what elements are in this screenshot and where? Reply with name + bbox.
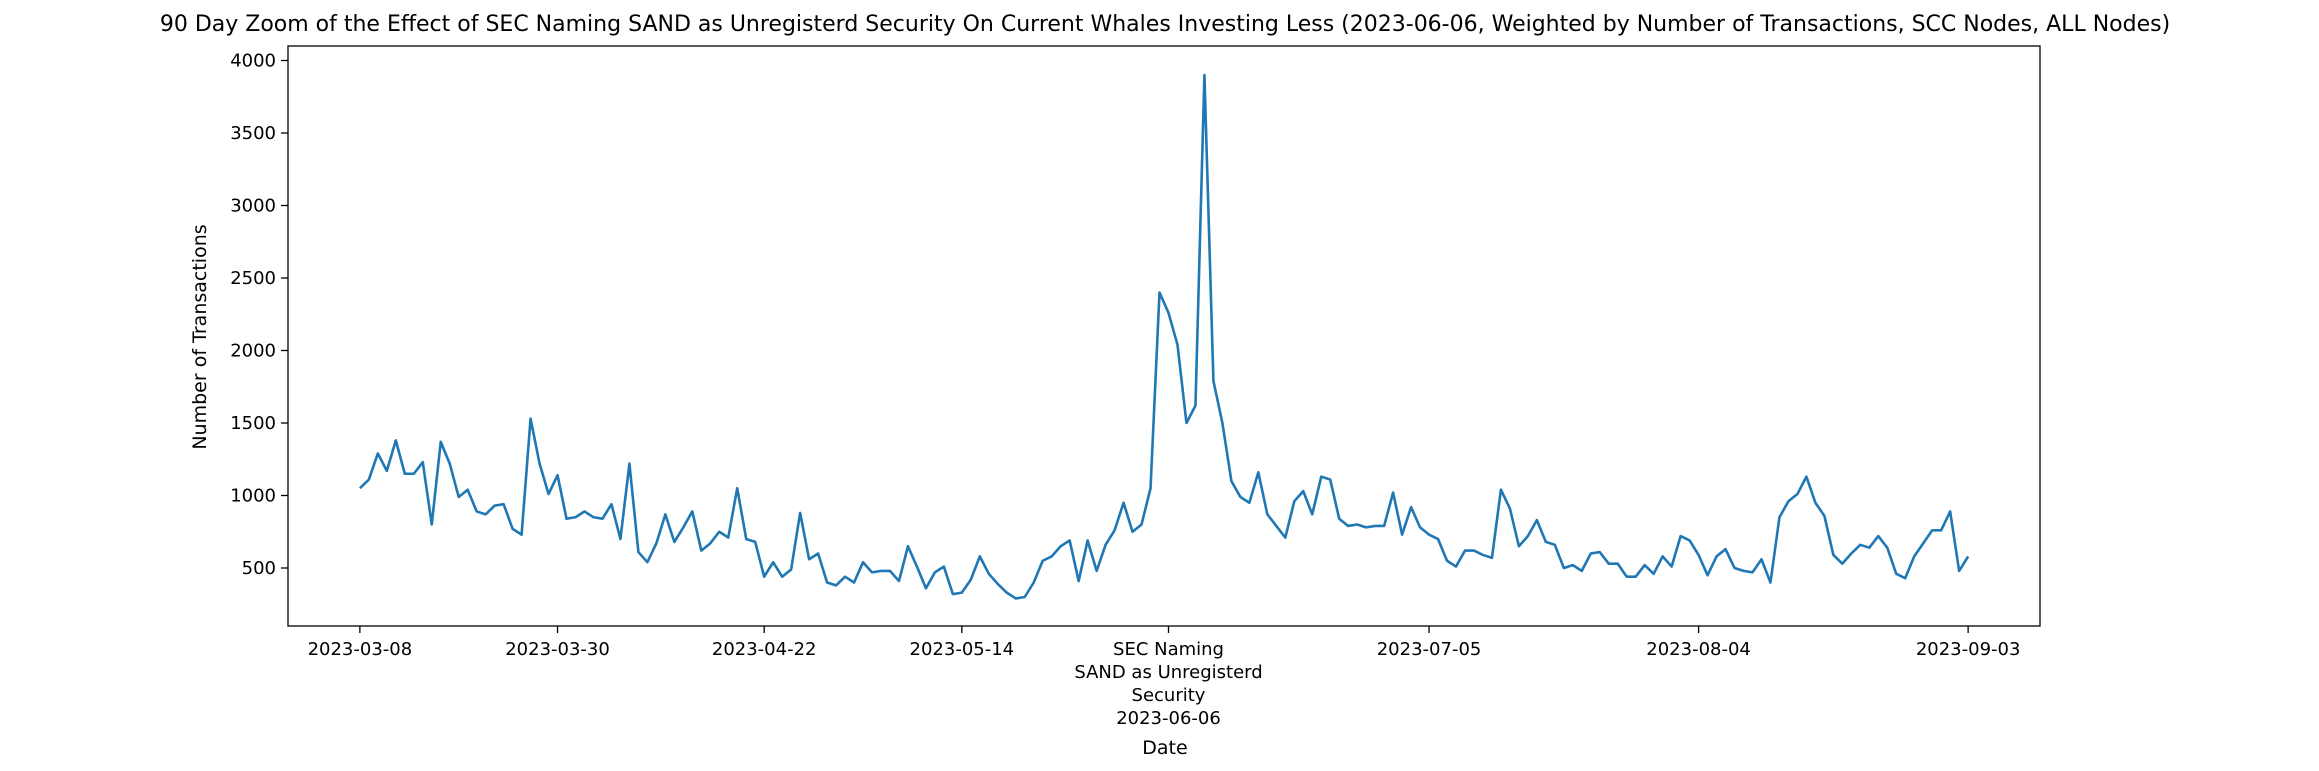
x-tick-label-line: 2023-06-06 xyxy=(1116,708,1221,729)
x-tick-label: 2023-04-22 xyxy=(712,639,817,660)
x-tick-label-line: 2023-03-08 xyxy=(308,639,413,660)
x-tick-label-line: SAND as Unregisterd xyxy=(1074,662,1262,683)
x-tick-label: 2023-03-08 xyxy=(308,639,413,660)
y-axis-label: Number of Transactions xyxy=(189,224,211,449)
x-axis: 2023-03-08 2023-03-30 2023-04-22 2023-05-14… xyxy=(308,626,2021,729)
x-tick-label: 2023-07-05 xyxy=(1377,639,1482,660)
series-line xyxy=(358,73,1970,600)
x-tick-label-line: 2023-08-04 xyxy=(1646,639,1751,660)
x-tick-label: 2023-08-04 xyxy=(1646,639,1751,660)
x-tick-label-line: SEC Naming xyxy=(1113,639,1224,660)
x-tick-label-line: 2023-04-22 xyxy=(712,639,817,660)
x-tick-label: 2023-03-30 xyxy=(505,639,610,660)
chart-title: 90 Day Zoom of the Effect of SEC Naming … xyxy=(160,12,2170,37)
y-tick-label: 500 xyxy=(242,558,276,579)
y-tick-label: 2000 xyxy=(230,341,276,362)
y-tick-label: 3500 xyxy=(230,123,276,144)
y-tick-label: 1000 xyxy=(230,486,276,507)
y-tick-label: 4000 xyxy=(230,51,276,72)
x-tick-label-line: 2023-03-30 xyxy=(505,639,610,660)
x-axis-label: Date xyxy=(1142,737,1187,759)
x-tick-label-line: 2023-07-05 xyxy=(1377,639,1482,660)
x-tick-label-line: Security xyxy=(1132,685,1206,706)
y-axis: 500 1000 1500 2000 2500 3000 3500 4000 xyxy=(230,51,288,579)
y-tick-label: 1500 xyxy=(230,413,276,434)
y-tick-label: 3000 xyxy=(230,196,276,217)
y-tick-label: 2500 xyxy=(230,268,276,289)
x-tick-label: 2023-09-03 xyxy=(1916,639,2021,660)
plot-area-frame xyxy=(287,45,2041,627)
x-tick-label: SEC Naming SAND as Unregisterd Security 202… xyxy=(1074,639,1262,729)
x-tick-label-line: 2023-09-03 xyxy=(1916,639,2021,660)
x-tick-label: 2023-05-14 xyxy=(910,639,1015,660)
x-tick-label-line: 2023-05-14 xyxy=(910,639,1015,660)
